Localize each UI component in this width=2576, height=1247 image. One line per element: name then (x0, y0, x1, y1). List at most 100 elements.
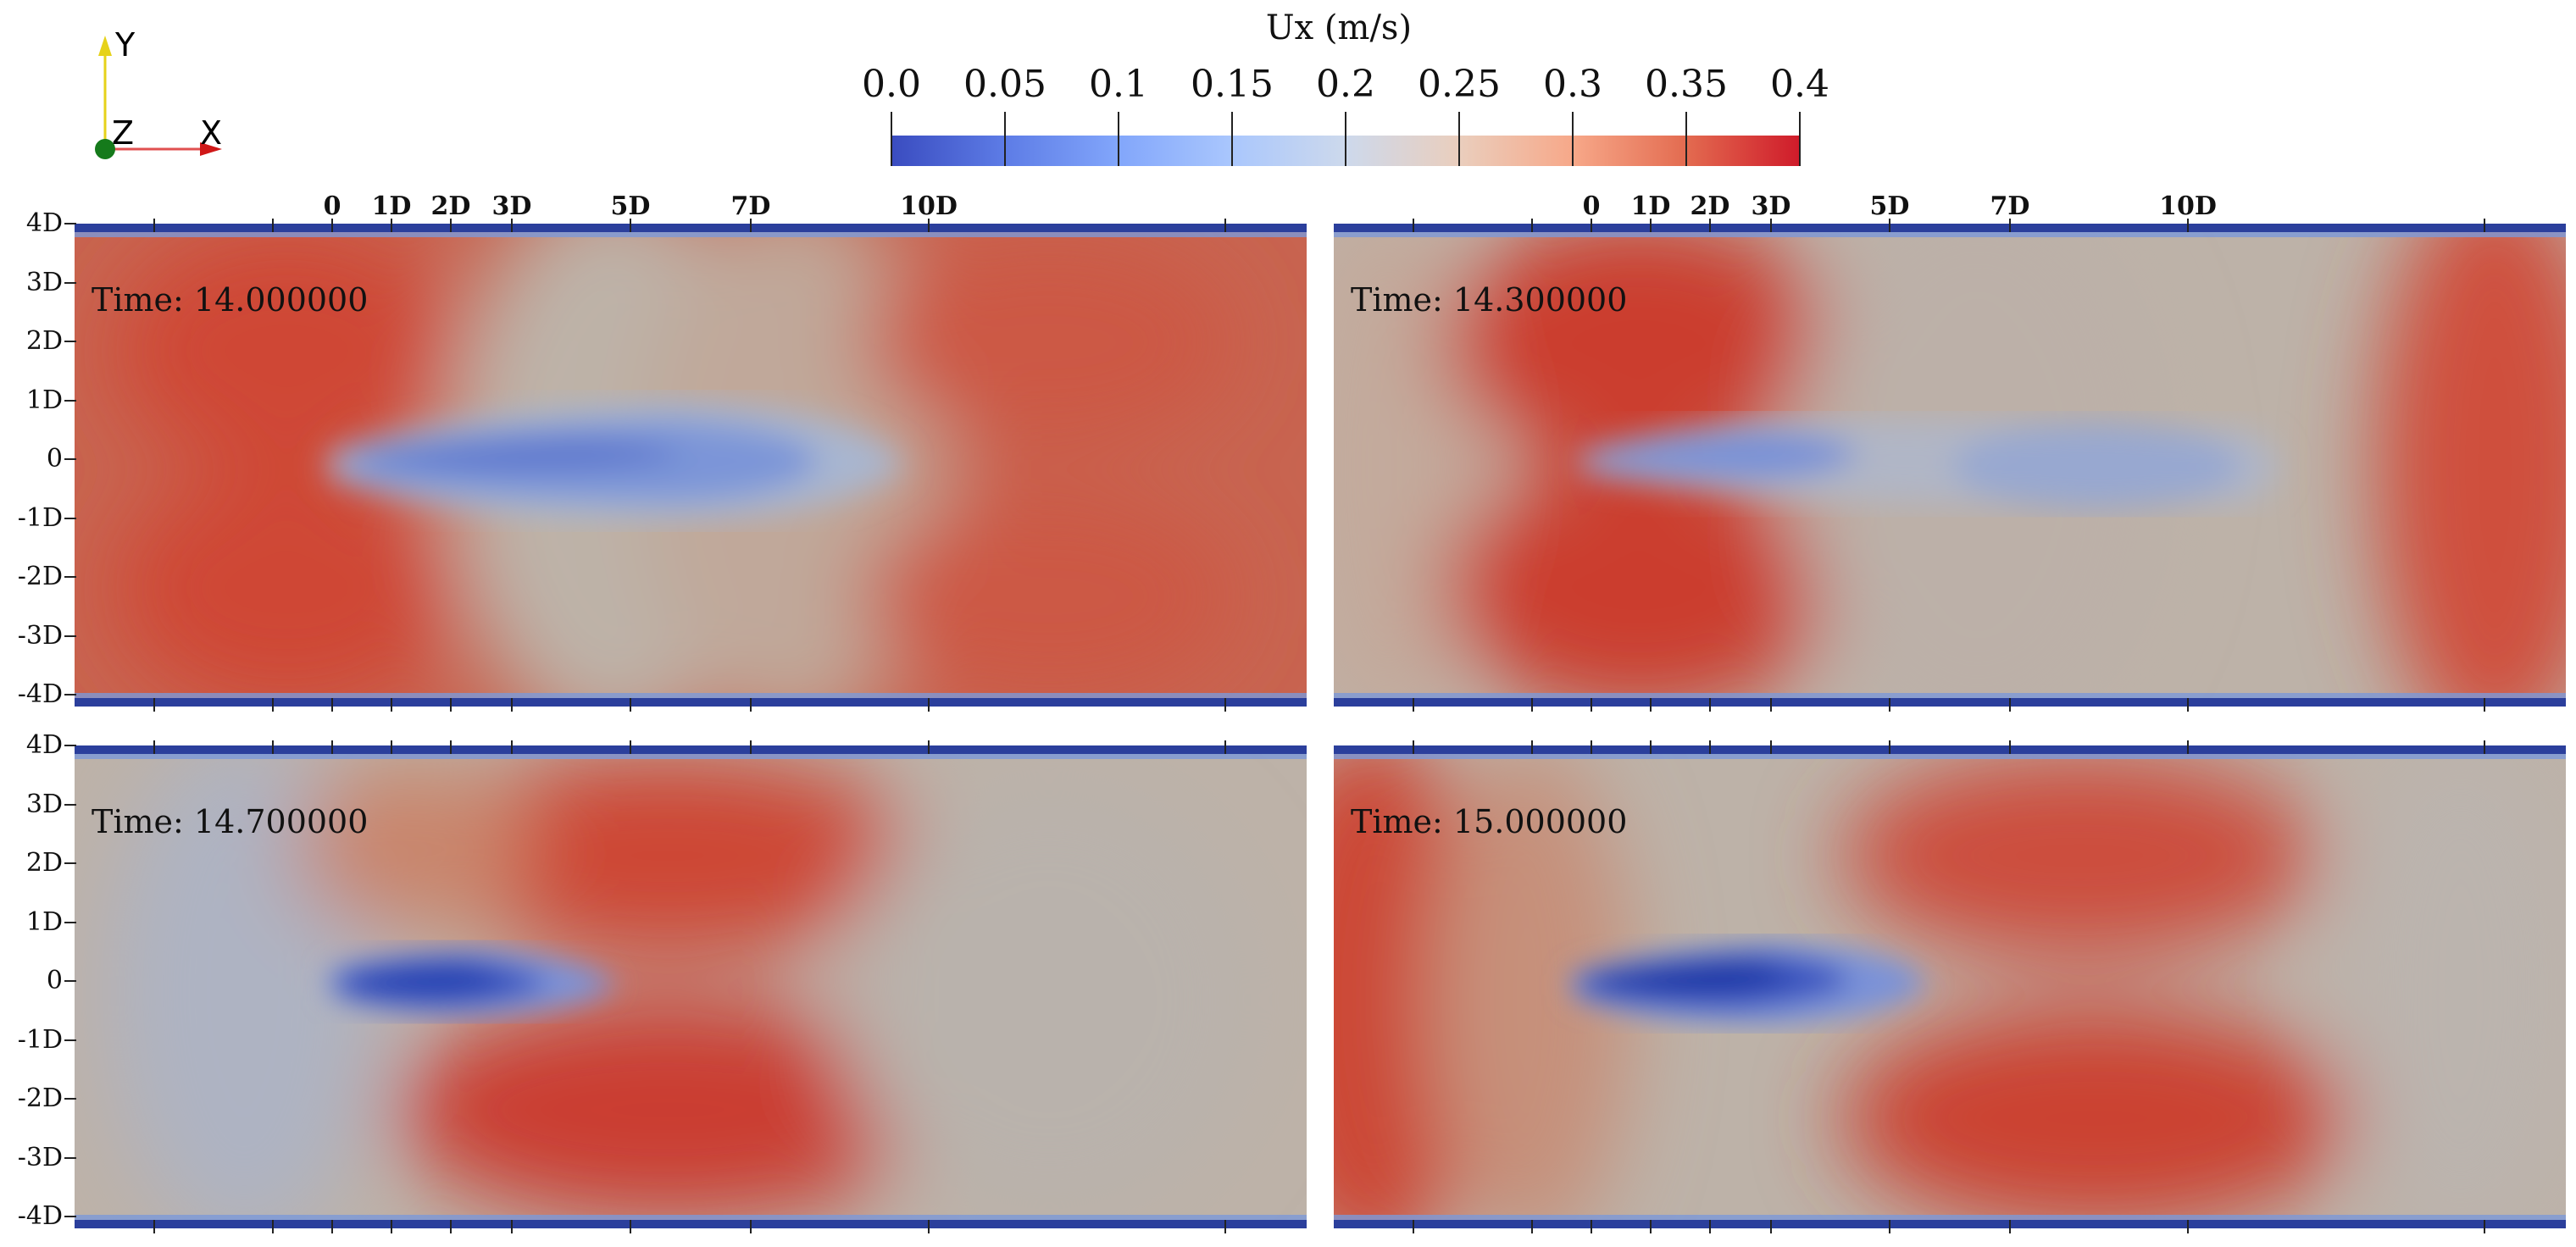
x-axis-tick (391, 698, 392, 712)
colorbar-tick-label: 0.2 (1316, 63, 1375, 106)
y-axis-tick (64, 862, 76, 864)
x-axis-tick (2009, 740, 2011, 754)
y-axis-tick (64, 399, 76, 402)
x-axis-tick (750, 1220, 752, 1233)
y-axis-tick-label: -2D (17, 562, 63, 591)
x-axis-tick (1224, 740, 1226, 754)
x-axis-tick-label: 1D (371, 191, 412, 221)
x-axis-tick (511, 698, 513, 712)
x-axis-tick (153, 698, 155, 712)
x-axis-tick (272, 698, 274, 712)
x-axis-tick (630, 1220, 631, 1233)
y-axis-tick-label: 0 (46, 966, 63, 995)
x-axis-tick (2009, 698, 2011, 712)
x-axis-tick-label: 3D (1751, 191, 1791, 221)
y-axis-tick-label: -4D (17, 679, 63, 709)
colorbar-tick-label: 0.05 (963, 63, 1046, 106)
colorbar-tick (1458, 112, 1460, 166)
x-axis-tick (1531, 219, 1533, 232)
x-axis-tick (1770, 698, 1772, 712)
colorbar-tick-label: 0.4 (1770, 63, 1829, 106)
x-axis-tick (331, 219, 333, 232)
x-axis-tick (1770, 740, 1772, 754)
colorbar-tick-label: 0.3 (1543, 63, 1602, 106)
x-axis-tick (1413, 219, 1414, 232)
x-axis-tick (1224, 1220, 1226, 1233)
x-axis-tick (331, 698, 333, 712)
x-axis-tick (511, 740, 513, 754)
colorbar-tick (1799, 112, 1801, 166)
x-axis-tick (2484, 1220, 2485, 1233)
x-axis-tick (1889, 698, 1890, 712)
axes-orientation-triad: Y Z X (95, 26, 222, 159)
x-axis-tick (750, 698, 752, 712)
x-axis-tick-label: 5D (1869, 191, 1910, 221)
x-axis-tick-label: 2D (1690, 191, 1730, 221)
x-axis-tick (2187, 219, 2189, 232)
x-axis-tick (331, 1220, 333, 1233)
y-axis-tick (64, 921, 76, 923)
x-axis-tick (928, 219, 930, 232)
x-axis-tick (1413, 1220, 1414, 1233)
x-axis-tick (1770, 1220, 1772, 1233)
y-axis-tick (64, 517, 76, 519)
colorbar-tick (891, 112, 892, 166)
colorbar-tick-label: 0.0 (862, 63, 921, 106)
x-axis-tick (272, 219, 274, 232)
x-axis-tick (928, 698, 930, 712)
x-axis-tick-label: 5D (610, 191, 651, 221)
x-axis-tick (1889, 219, 1890, 232)
velocity-panel-2: Time: 14.300000 (1334, 224, 2566, 707)
x-axis-tick (331, 740, 333, 754)
x-axis-tick (391, 219, 392, 232)
x-axis-tick (450, 740, 452, 754)
x-axis-tick (1591, 740, 1592, 754)
y-axis-tick (64, 745, 76, 746)
x-axis-tick (511, 219, 513, 232)
x-axis-tick (1591, 698, 1592, 712)
x-axis-tick (630, 698, 631, 712)
x-axis-tick (1224, 698, 1226, 712)
time-label: Time: 14.300000 (1351, 281, 1628, 319)
y-axis-tick (64, 635, 76, 637)
time-label: Time: 14.700000 (92, 803, 369, 840)
y-axis-tick-label: 4D (25, 730, 63, 760)
x-axis-tick (153, 1220, 155, 1233)
x-axis-tick (2187, 1220, 2189, 1233)
x-axis-tick (2484, 740, 2485, 754)
colorbar-tick-label: 0.1 (1089, 63, 1148, 106)
velocity-panel-3: Time: 14.700000 (75, 745, 1307, 1228)
colorbar-tick-label: 0.35 (1645, 63, 1728, 106)
colorbar-tick (1004, 112, 1006, 166)
y-axis-tick (64, 576, 76, 578)
x-axis-label: X (200, 114, 222, 152)
x-axis-tick (2187, 740, 2189, 754)
time-label: Time: 14.000000 (92, 281, 369, 319)
x-axis-tick (153, 740, 155, 754)
x-axis-tick (1709, 698, 1711, 712)
y-axis-tick-label: 2D (25, 326, 63, 356)
y-axis-label: Y (114, 26, 136, 64)
x-axis-tick (1591, 1220, 1592, 1233)
x-axis-tick (450, 1220, 452, 1233)
x-axis-tick-label: 2D (430, 191, 471, 221)
velocity-panel-1: Time: 14.000000 (75, 224, 1307, 707)
x-axis-tick (391, 740, 392, 754)
colorbar-tick-label: 0.15 (1191, 63, 1274, 106)
x-axis-tick (272, 1220, 274, 1233)
velocity-panel-4: Time: 15.000000 (1334, 745, 2566, 1228)
x-axis-tick (1889, 1220, 1890, 1233)
x-axis-tick (928, 740, 930, 754)
y-axis-tick-label: 2D (25, 848, 63, 878)
y-axis-tick (64, 1156, 76, 1159)
colorbar-tick (1118, 112, 1119, 166)
x-axis-tick (1650, 219, 1652, 232)
y-axis-tick-label: 3D (25, 789, 63, 819)
y-axis-tick (64, 980, 76, 982)
x-axis-tick (391, 1220, 392, 1233)
x-axis-tick (2484, 219, 2485, 232)
y-axis-tick (64, 694, 76, 696)
y-axis-tick-label: -2D (17, 1084, 63, 1113)
x-axis-tick (750, 219, 752, 232)
x-axis-tick (630, 740, 631, 754)
